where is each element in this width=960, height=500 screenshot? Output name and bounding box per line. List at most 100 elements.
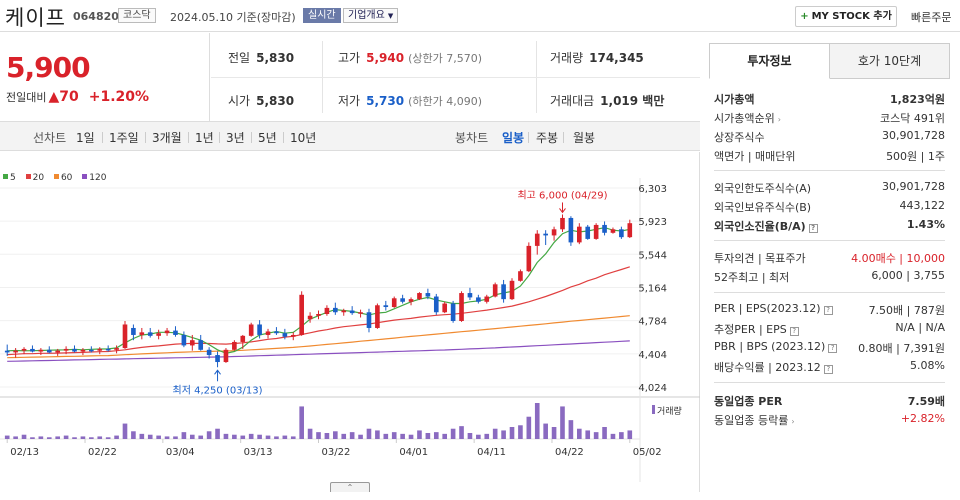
volume-bar [63,435,69,439]
volume-bar [80,436,86,439]
period-3y[interactable]: 3년 [226,131,245,145]
divider [714,170,945,171]
price-box: 5,900 전일대비 ▲70 +1.20% [0,33,210,121]
expand-chart-button[interactable]: ⌃ [330,482,370,492]
y-tick-label: 4,784 [638,317,667,328]
price-chart[interactable]: 5 20 60 120 6,303 5,923 5,544 5,164 4,784 4,4… [0,152,700,492]
volume-bar [391,432,397,439]
row-listed-shares: 상장주식수 30,901,728 [714,129,945,147]
period-1d[interactable]: 1일 [76,131,95,145]
volume-bar [593,432,599,439]
row-value: 4.00매수 | 10,000 [851,250,945,266]
volume-bar [232,434,237,439]
mystock-label: MY STOCK 추가 [811,11,892,22]
chevron-right-icon: › [777,115,781,124]
company-info-dropdown[interactable]: 기업개요 ▼ [343,8,399,23]
y-tick-label: 5,164 [638,283,667,294]
volume-bar [560,406,565,439]
candle-body [476,297,481,302]
x-tick-label: 03/13 [244,447,273,458]
volume-bar [30,437,35,439]
volume-bar [341,433,347,439]
volume-bar [55,436,61,439]
legend-ma5: 5 [3,173,16,183]
tab-invest-info[interactable]: 투자정보 [709,43,830,79]
candle-body [391,298,397,308]
y-tick-label: 4,404 [638,350,667,361]
row-value: 7.50배 | 787원 [868,304,945,317]
help-icon[interactable]: ? [823,306,833,315]
row-foreign-limit: 외국인한도주식수(A) 30,901,728 [714,180,945,198]
candle-body [383,305,389,308]
row-label: 상장주식수 [714,131,765,144]
row-foreign-holding: 외국인보유주식수(B) 443,122 [714,199,945,217]
help-icon[interactable]: ? [828,344,838,353]
volume-bar [38,436,44,439]
candle-weekly[interactable]: 주봉 [536,131,559,145]
candle-body [105,348,111,351]
row-value: 443,122 [899,199,946,212]
ma60-line [7,315,630,359]
legend-swatch [25,174,31,179]
live-button[interactable]: 실시간 [303,8,341,23]
candle-monthly[interactable]: 월봉 [573,131,596,145]
stock-code: 064820 [73,10,119,23]
stat-open-label: 시가 [228,94,251,108]
candle-body [467,293,473,298]
row-label: 외국인소진율(B/A)? [714,218,818,234]
candle-body [501,284,506,300]
help-icon[interactable]: ? [789,327,799,336]
volume-bar [164,436,170,439]
volume-bar [72,437,77,439]
candle-daily[interactable]: 일봉 [502,131,525,145]
volume-bar [299,406,304,439]
volume-bar [476,434,481,439]
help-icon[interactable]: ? [823,365,833,374]
volume-bar [619,432,624,439]
tab-orderbook[interactable]: 호가 10단계 [829,43,950,79]
volume-bar [89,437,94,439]
stat-high-value: 5,940 [366,51,405,65]
volume-bar [114,435,119,439]
candle-body [619,229,624,238]
legend-ma60: 60 [53,173,72,183]
x-tick-label: 04/22 [555,447,584,458]
candle-body [316,314,321,316]
volume-bar [518,425,523,439]
candle-body [543,233,548,236]
volume-bar [147,434,153,439]
plus-icon: + [800,11,809,22]
candle-body [358,312,363,314]
period-1y[interactable]: 1년 [195,131,214,145]
divider [145,132,146,143]
candle-body [585,226,591,239]
row-label-text: 시가총액순위 [714,112,775,125]
candle-body [265,331,271,335]
candle-body [173,330,178,335]
period-3m[interactable]: 3개월 [152,131,182,145]
help-icon[interactable]: ? [808,224,818,233]
period-5y[interactable]: 5년 [258,131,277,145]
candle-body [307,315,313,320]
volume-bar [156,435,161,439]
market-badge: 코스닥 [118,8,156,23]
row-label: 시가총액 [714,93,755,106]
period-10y[interactable]: 10년 [290,131,317,145]
volume-bar [585,430,591,439]
stat-high-label: 고가 [338,51,361,65]
low-annotation: 최저 4,250 (03/13) [173,384,263,396]
row-label: 배당수익률 | 2023.12? [714,359,833,375]
stat-low-value: 5,730 [366,94,405,108]
row-value: 500원 | 1주 [886,150,945,163]
period-1w[interactable]: 1주일 [109,131,139,145]
mystock-add-button[interactable]: + MY STOCK 추가 [795,6,897,27]
candle-body [349,310,355,314]
row-label: 52주최고 | 최저 [714,271,790,284]
y-tick-label: 5,544 [638,250,667,261]
stat-volume: 거래량 174,345 [550,49,644,66]
volume-bar [282,435,288,439]
quick-order-link[interactable]: 빠른주문 [911,11,952,24]
row-label-text: 외국인소진율(B/A) [714,220,806,233]
volume-bar [627,430,633,439]
volume-bar [139,433,145,439]
